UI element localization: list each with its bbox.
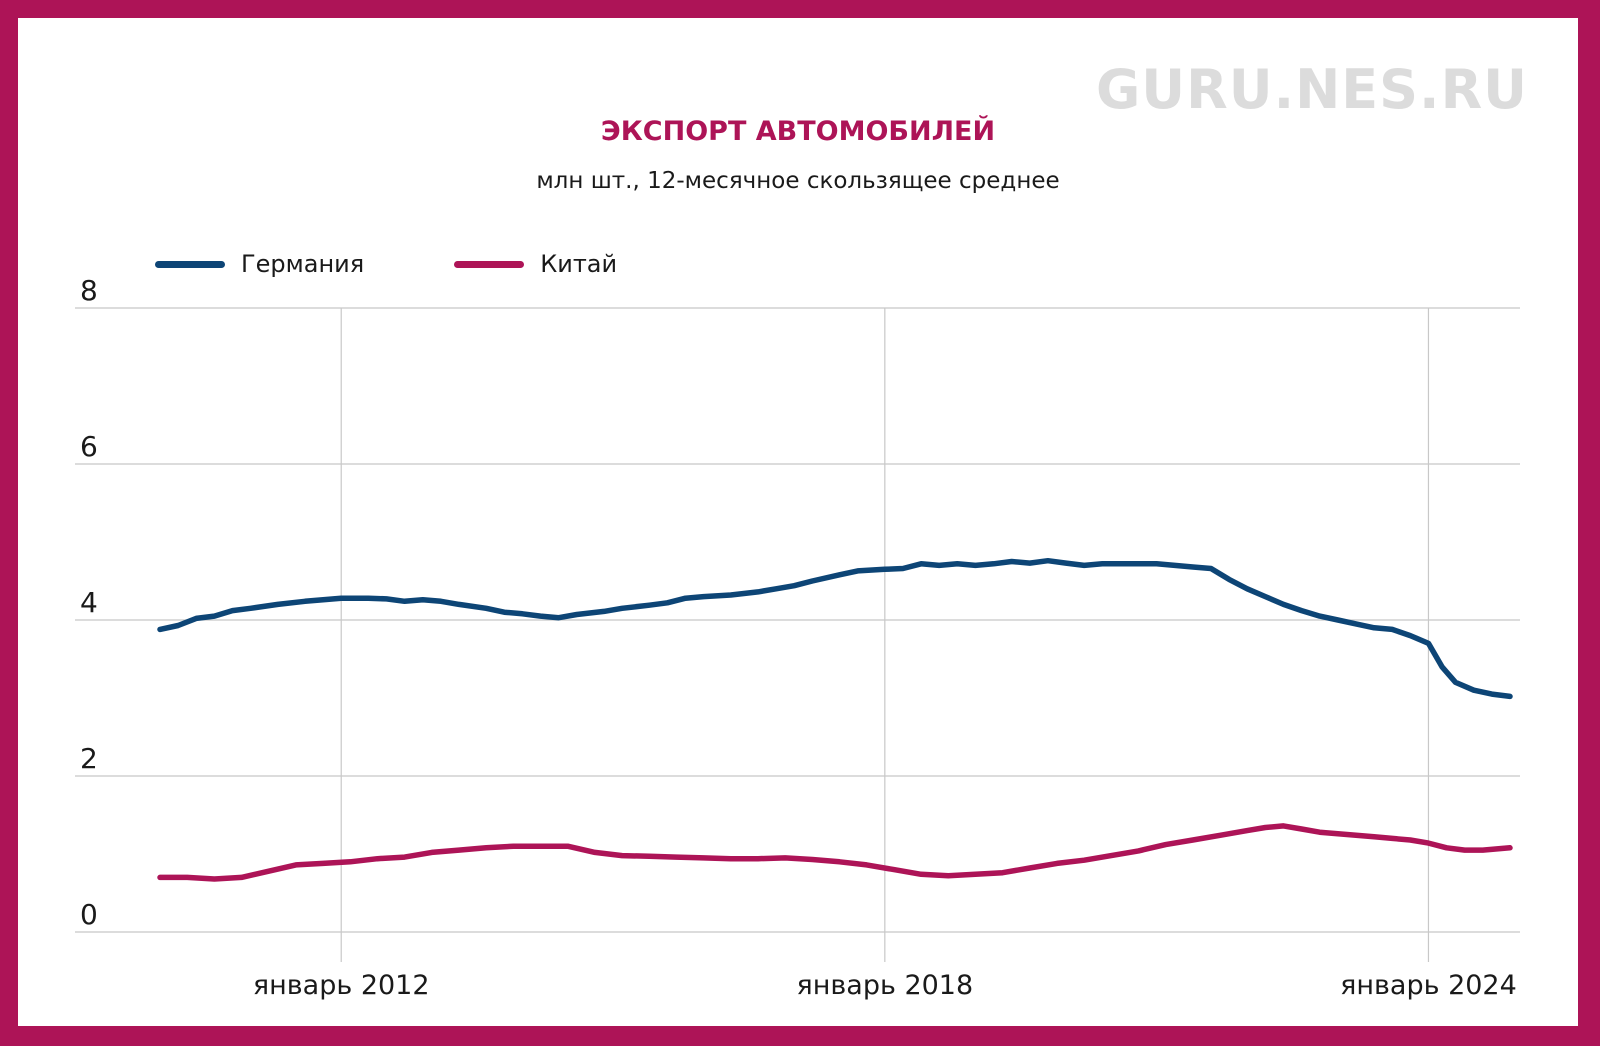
y-tick-label: 0 (80, 898, 98, 931)
legend-swatch-germany (155, 260, 225, 268)
chart-subtitle: млн шт., 12-месячное скользящее среднее (536, 168, 1060, 194)
legend-swatch-china (454, 260, 525, 268)
x-tick-label: январь 2012 (253, 970, 430, 1001)
series-line-china (157, 823, 1513, 882)
watermark: GURU.NES.RU (1095, 58, 1528, 121)
y-tick-label: 6 (80, 430, 98, 463)
legend-item-germany: Германия (155, 250, 364, 278)
legend-label-germany: Германия (241, 250, 365, 278)
series-line-germany (157, 557, 1513, 700)
y-tick-label: 8 (80, 274, 98, 307)
legend-label-china: Китай (540, 250, 618, 278)
legend-item-china: Китай (454, 250, 617, 278)
x-tick-label: январь 2024 (1340, 970, 1517, 1001)
x-tick-label: январь 2018 (796, 970, 973, 1001)
chart-title: ЭКСПОРТ АВТОМОБИЛЕЙ (600, 116, 996, 147)
legend: Германия Китай (155, 250, 617, 278)
y-tick-label: 2 (80, 742, 98, 775)
y-tick-label: 4 (80, 586, 98, 619)
